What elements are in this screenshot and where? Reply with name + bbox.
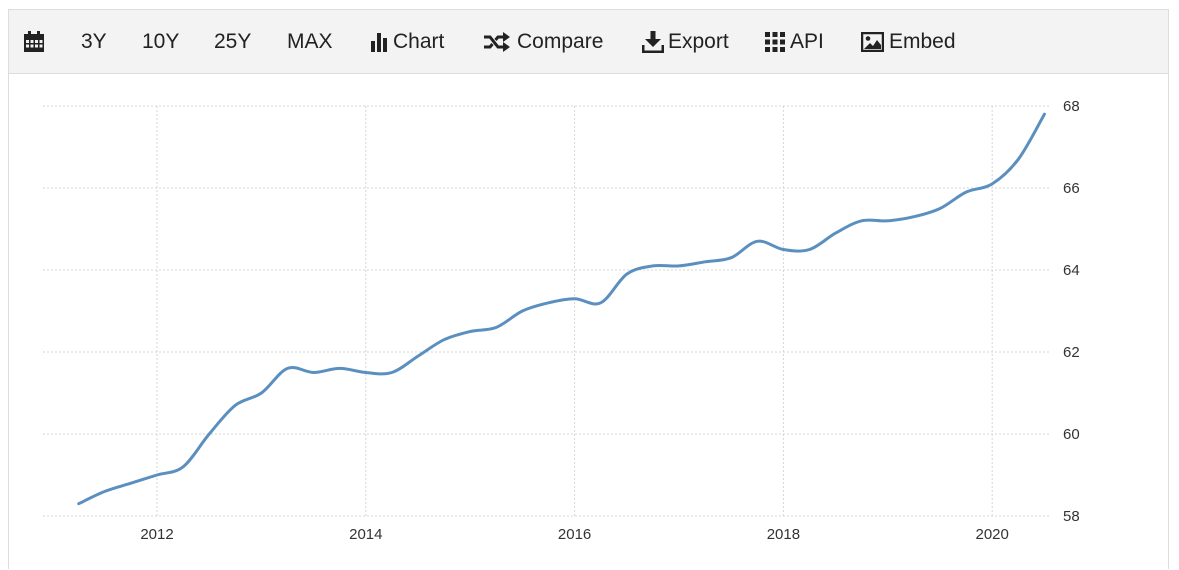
export-button[interactable]: Export xyxy=(642,10,729,74)
api-button[interactable]: API xyxy=(765,10,824,74)
data-point[interactable] xyxy=(494,325,498,329)
chart-type-label: Chart xyxy=(393,30,445,53)
embed-label: Embed xyxy=(889,30,956,53)
image-icon xyxy=(861,32,884,52)
bar-chart-icon xyxy=(371,33,387,52)
range-25y-label: 25Y xyxy=(214,30,252,53)
data-point[interactable] xyxy=(207,432,211,436)
data-point[interactable] xyxy=(338,366,342,370)
chart-type-button[interactable]: Chart xyxy=(370,10,444,74)
data-point[interactable] xyxy=(938,207,942,211)
data-point[interactable] xyxy=(860,219,864,223)
export-label: Export xyxy=(668,30,729,53)
x-tick-label: 2018 xyxy=(767,526,800,543)
data-point[interactable] xyxy=(599,301,603,305)
data-point[interactable] xyxy=(912,215,916,219)
compare-button[interactable]: Compare xyxy=(483,10,603,74)
range-25y-button[interactable]: 25Y xyxy=(214,10,251,74)
series-line xyxy=(77,112,1046,506)
data-point[interactable] xyxy=(625,272,629,276)
data-point[interactable] xyxy=(155,473,159,477)
x-tick-label: 2016 xyxy=(558,526,591,543)
compare-label: Compare xyxy=(517,30,604,53)
range-3y-label: 3Y xyxy=(81,30,107,53)
embed-button[interactable]: Embed xyxy=(861,10,956,74)
data-point[interactable] xyxy=(390,371,394,375)
data-point[interactable] xyxy=(990,182,994,186)
range-max-button[interactable]: MAX xyxy=(287,10,333,74)
chart-area: 58 60 62 64 66 68 2012 2014 2016 2018 2020 xyxy=(9,74,1168,569)
x-tick-label: 2014 xyxy=(349,526,382,543)
range-3y-button[interactable]: 3Y xyxy=(81,10,107,74)
data-point[interactable] xyxy=(677,264,681,268)
data-point[interactable] xyxy=(416,354,420,358)
data-point[interactable] xyxy=(233,403,237,407)
range-10y-button[interactable]: 10Y xyxy=(142,10,179,74)
y-tick-label: 60 xyxy=(1063,426,1080,443)
download-icon xyxy=(642,31,664,53)
data-point[interactable] xyxy=(651,264,655,268)
data-point[interactable] xyxy=(259,391,263,395)
data-point[interactable] xyxy=(781,248,785,252)
data-point[interactable] xyxy=(834,231,838,235)
y-tick-label: 58 xyxy=(1063,508,1080,525)
range-10y-label: 10Y xyxy=(142,30,180,53)
chart-toolbar: 3Y 10Y 25Y MAX Chart Compare Ex xyxy=(9,10,1168,74)
data-point[interactable] xyxy=(729,256,733,260)
range-max-label: MAX xyxy=(287,30,333,53)
data-point[interactable] xyxy=(312,371,316,375)
calendar-button[interactable] xyxy=(23,10,45,74)
grid-icon xyxy=(765,32,785,52)
api-label: API xyxy=(790,30,824,53)
series-layer xyxy=(77,112,1046,506)
y-tick-label: 62 xyxy=(1063,344,1080,361)
data-point[interactable] xyxy=(442,338,446,342)
data-point[interactable] xyxy=(181,465,185,469)
data-point[interactable] xyxy=(808,248,812,252)
data-point[interactable] xyxy=(103,489,107,493)
data-point[interactable] xyxy=(77,502,81,506)
data-point[interactable] xyxy=(468,330,472,334)
data-point[interactable] xyxy=(547,301,551,305)
data-point[interactable] xyxy=(964,190,968,194)
y-tick-label: 64 xyxy=(1063,262,1080,279)
y-tick-label: 66 xyxy=(1063,180,1080,197)
x-tick-label: 2020 xyxy=(976,526,1009,543)
data-point[interactable] xyxy=(286,366,290,370)
data-point[interactable] xyxy=(573,297,577,301)
calendar-icon xyxy=(24,31,44,52)
y-tick-label: 68 xyxy=(1063,98,1080,115)
data-point[interactable] xyxy=(129,481,133,485)
data-point[interactable] xyxy=(364,371,368,375)
chart-frame: 3Y 10Y 25Y MAX Chart Compare Ex xyxy=(8,9,1169,569)
shuffle-icon xyxy=(484,32,510,52)
grid-layer xyxy=(43,105,1051,517)
data-point[interactable] xyxy=(1016,157,1020,161)
x-tick-label: 2012 xyxy=(140,526,173,543)
data-point[interactable] xyxy=(520,309,524,313)
data-point[interactable] xyxy=(703,260,707,264)
data-point[interactable] xyxy=(1042,112,1046,116)
data-point[interactable] xyxy=(755,239,759,243)
data-point[interactable] xyxy=(886,219,890,223)
tick-labels: 58 60 62 64 66 68 2012 2014 2016 2018 2020 xyxy=(140,98,1079,543)
